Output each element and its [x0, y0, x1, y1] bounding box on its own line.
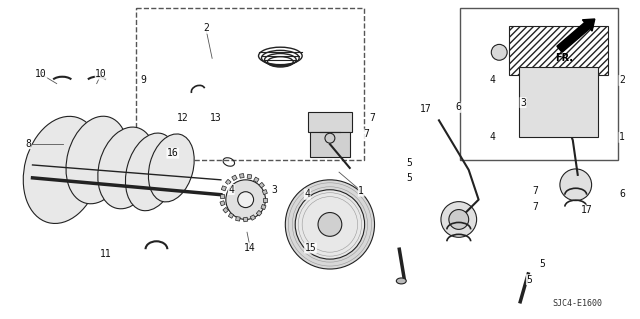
Text: 6: 6: [456, 102, 461, 112]
Text: 5: 5: [406, 174, 412, 183]
Text: 2: 2: [619, 76, 625, 85]
Text: 17: 17: [580, 205, 593, 215]
Bar: [519, 67, 598, 137]
Text: 3: 3: [271, 184, 277, 195]
Bar: [264, 198, 268, 202]
Ellipse shape: [23, 116, 101, 224]
Circle shape: [285, 180, 374, 269]
Text: 17: 17: [420, 104, 432, 114]
Bar: [310, 132, 349, 157]
Text: 10: 10: [35, 69, 47, 79]
Bar: [253, 177, 259, 182]
Text: 7: 7: [532, 202, 539, 212]
Text: 14: 14: [244, 243, 256, 253]
Text: 4: 4: [228, 184, 234, 195]
Text: 5: 5: [527, 275, 532, 285]
Circle shape: [325, 133, 335, 143]
Text: 7: 7: [364, 129, 369, 139]
Text: 7: 7: [532, 186, 539, 196]
Bar: [221, 186, 227, 191]
Bar: [225, 179, 231, 185]
Ellipse shape: [66, 116, 128, 204]
Bar: [239, 174, 244, 178]
Text: 8: 8: [25, 139, 31, 149]
Bar: [256, 211, 262, 216]
Text: SJC4-E1600: SJC4-E1600: [553, 299, 603, 308]
Bar: [220, 201, 225, 206]
Circle shape: [441, 202, 477, 237]
Circle shape: [237, 192, 253, 208]
Text: 6: 6: [619, 189, 625, 199]
Bar: [243, 217, 248, 222]
Circle shape: [226, 180, 266, 219]
Text: 12: 12: [177, 113, 188, 123]
Circle shape: [492, 44, 507, 60]
Text: 1: 1: [358, 186, 364, 196]
Circle shape: [560, 169, 591, 201]
Bar: [262, 189, 268, 195]
Text: 7: 7: [369, 113, 375, 123]
Text: 2: 2: [203, 23, 209, 33]
Text: 4: 4: [305, 189, 310, 199]
Bar: [232, 175, 237, 181]
Bar: [509, 26, 608, 75]
Ellipse shape: [125, 133, 177, 211]
Bar: [308, 112, 352, 132]
Text: 3: 3: [520, 98, 526, 108]
Circle shape: [295, 190, 365, 259]
Bar: [223, 207, 228, 213]
Bar: [247, 174, 252, 179]
Text: 5: 5: [539, 259, 545, 269]
Ellipse shape: [396, 278, 406, 284]
Bar: [460, 8, 618, 160]
Text: 11: 11: [100, 249, 112, 259]
Circle shape: [449, 210, 468, 229]
Ellipse shape: [148, 134, 194, 202]
Text: 1: 1: [619, 132, 625, 142]
FancyArrow shape: [557, 19, 595, 52]
Text: 16: 16: [167, 148, 179, 158]
Bar: [220, 194, 224, 198]
Text: FR.: FR.: [556, 53, 573, 63]
Text: 9: 9: [141, 76, 147, 85]
Text: 5: 5: [406, 158, 412, 168]
Bar: [259, 182, 264, 188]
Bar: [250, 215, 255, 220]
Circle shape: [318, 212, 342, 236]
Ellipse shape: [98, 127, 156, 209]
Bar: [136, 8, 364, 160]
Text: 4: 4: [490, 76, 495, 85]
Bar: [236, 217, 240, 221]
Bar: [228, 213, 234, 218]
Text: 10: 10: [95, 69, 107, 79]
Bar: [261, 204, 266, 210]
Text: 13: 13: [209, 113, 221, 123]
Text: 15: 15: [305, 243, 316, 253]
Text: 4: 4: [490, 132, 495, 142]
